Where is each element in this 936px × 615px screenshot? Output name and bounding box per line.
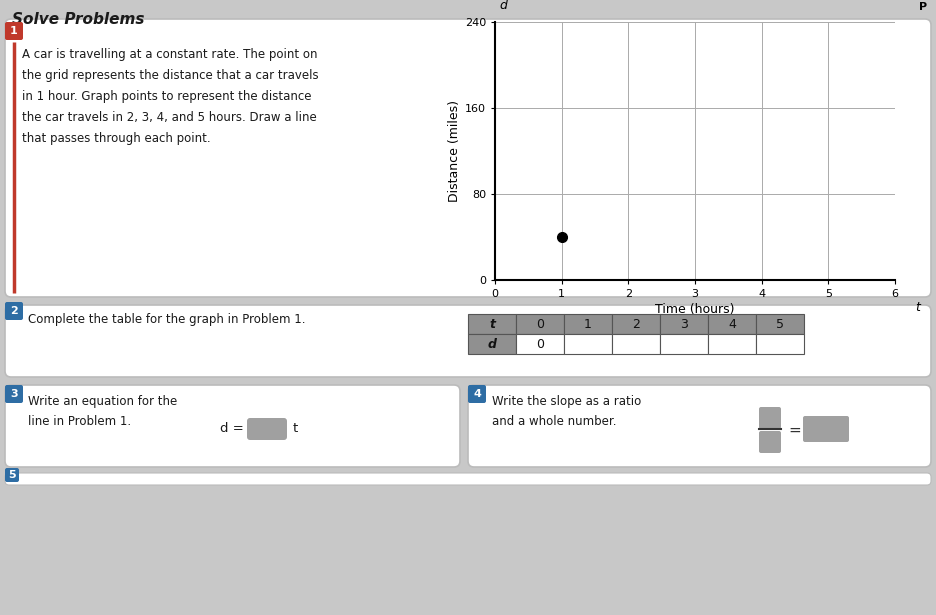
Text: 3: 3: [680, 317, 688, 330]
Text: t: t: [915, 301, 920, 314]
FancyBboxPatch shape: [756, 334, 804, 354]
FancyBboxPatch shape: [564, 314, 612, 334]
Text: d: d: [499, 0, 507, 12]
Text: line in Problem 1.: line in Problem 1.: [28, 415, 131, 428]
FancyBboxPatch shape: [5, 22, 23, 40]
Text: Write an equation for the: Write an equation for the: [28, 395, 177, 408]
Text: 5: 5: [8, 470, 16, 480]
FancyBboxPatch shape: [516, 334, 564, 354]
Text: Write the slope as a ratio: Write the slope as a ratio: [492, 395, 641, 408]
FancyBboxPatch shape: [5, 385, 23, 403]
Text: 1: 1: [584, 317, 592, 330]
Text: d =: d =: [220, 423, 243, 435]
FancyBboxPatch shape: [612, 314, 660, 334]
FancyBboxPatch shape: [708, 314, 756, 334]
Text: that passes through each point.: that passes through each point.: [22, 132, 211, 145]
FancyBboxPatch shape: [5, 473, 931, 485]
FancyBboxPatch shape: [5, 302, 23, 320]
Text: the grid represents the distance that a car travels: the grid represents the distance that a …: [22, 69, 318, 82]
Text: Complete the table for the graph in Problem 1.: Complete the table for the graph in Prob…: [28, 313, 305, 326]
FancyBboxPatch shape: [759, 431, 781, 453]
Text: 0: 0: [536, 338, 544, 351]
Text: 4: 4: [728, 317, 736, 330]
Text: =: =: [788, 423, 801, 437]
Text: 1: 1: [10, 26, 18, 36]
Text: 2: 2: [10, 306, 18, 316]
Text: Solve Problems: Solve Problems: [12, 12, 144, 27]
Text: and a whole number.: and a whole number.: [492, 415, 617, 428]
FancyBboxPatch shape: [803, 416, 849, 442]
FancyBboxPatch shape: [660, 334, 708, 354]
FancyBboxPatch shape: [756, 314, 804, 334]
FancyBboxPatch shape: [564, 334, 612, 354]
Text: A car is travelling at a constant rate. The point on: A car is travelling at a constant rate. …: [22, 48, 317, 61]
Text: in 1 hour. Graph points to represent the distance: in 1 hour. Graph points to represent the…: [22, 90, 312, 103]
FancyBboxPatch shape: [5, 19, 931, 297]
Text: 4: 4: [473, 389, 481, 399]
FancyBboxPatch shape: [516, 314, 564, 334]
Text: 5: 5: [776, 317, 784, 330]
FancyBboxPatch shape: [5, 385, 460, 467]
Text: 2: 2: [632, 317, 640, 330]
FancyBboxPatch shape: [5, 468, 19, 482]
Text: t: t: [489, 317, 495, 330]
FancyBboxPatch shape: [708, 334, 756, 354]
Text: 3: 3: [10, 389, 18, 399]
FancyBboxPatch shape: [468, 385, 931, 467]
FancyBboxPatch shape: [468, 385, 486, 403]
FancyBboxPatch shape: [247, 418, 287, 440]
FancyBboxPatch shape: [5, 305, 931, 377]
FancyBboxPatch shape: [468, 334, 516, 354]
Text: P: P: [919, 2, 928, 12]
FancyBboxPatch shape: [660, 314, 708, 334]
Text: t: t: [293, 423, 299, 435]
Text: d: d: [488, 338, 496, 351]
Text: 0: 0: [536, 317, 544, 330]
FancyBboxPatch shape: [759, 407, 781, 429]
Y-axis label: Distance (miles): Distance (miles): [447, 100, 461, 202]
Text: the car travels in 2, 3, 4, and 5 hours. Draw a line: the car travels in 2, 3, 4, and 5 hours.…: [22, 111, 316, 124]
FancyBboxPatch shape: [612, 334, 660, 354]
X-axis label: Time (hours): Time (hours): [655, 303, 735, 316]
FancyBboxPatch shape: [468, 314, 516, 334]
